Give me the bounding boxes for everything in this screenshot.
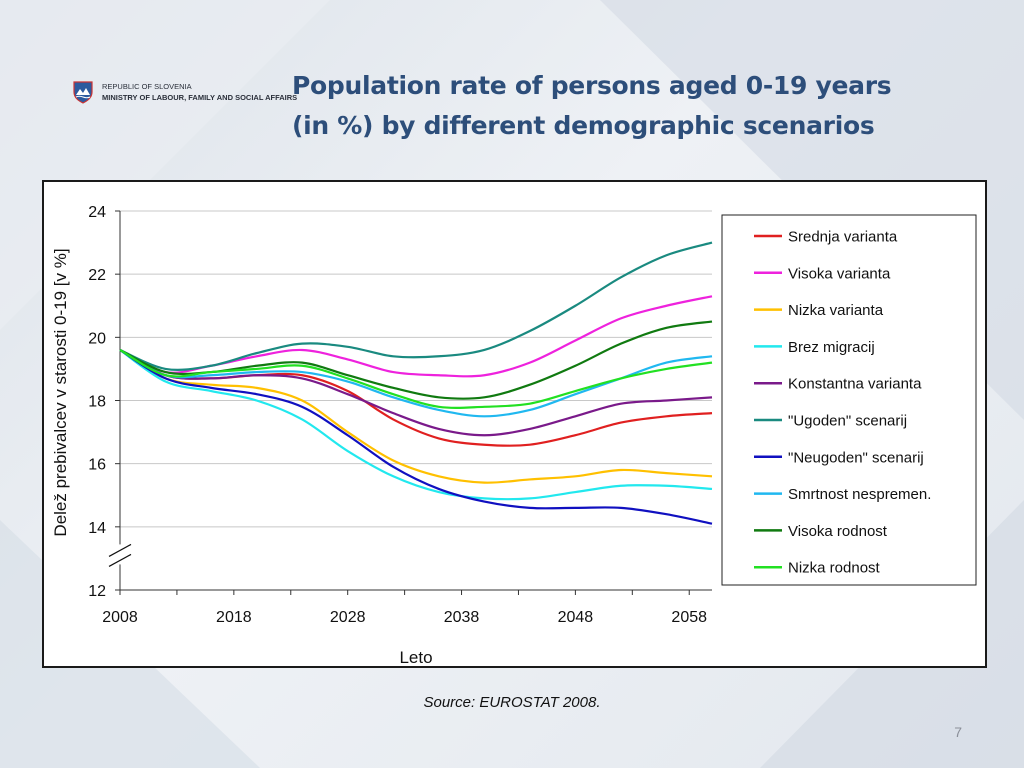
- title-line-2: (in %) by different demographic scenario…: [292, 111, 875, 140]
- y-tick-label: 14: [88, 520, 106, 537]
- x-tick-label: 2058: [671, 609, 707, 626]
- logo-line-1: REPUBLIC OF SLOVENIA: [102, 82, 192, 91]
- y-tick-label: 22: [88, 267, 106, 284]
- series-line-7: [119, 349, 713, 525]
- x-axis-label: Leto: [399, 648, 432, 666]
- y-tick-label: 24: [88, 204, 106, 221]
- series-line-8: [119, 349, 713, 418]
- series-line-10: [119, 349, 713, 409]
- axis-break-mark: [108, 543, 132, 557]
- x-tick-label: 2038: [444, 609, 480, 626]
- series-line-5: [119, 349, 713, 437]
- y-tick-label: 20: [88, 330, 106, 347]
- chart-frame: 12 14 16 18 20 22 24 2008 2018 2028 2038 2048 2058 Le…: [42, 180, 987, 668]
- x-tick-label: 2008: [102, 609, 138, 626]
- series-line-4: [119, 349, 713, 501]
- x-tick-label: 2018: [216, 609, 252, 626]
- legend-entry: Nizka rodnost: [788, 560, 881, 577]
- legend-entry: Visoka varianta: [788, 265, 891, 282]
- series-line-1: [119, 349, 713, 447]
- legend-entry: Brez migracij: [788, 339, 875, 356]
- series-line-2: [119, 295, 713, 378]
- legend-entry: Nizka varianta: [788, 302, 884, 319]
- logo-line-2: MINISTRY OF LABOUR, FAMILY AND SOCIAL AF…: [102, 93, 298, 102]
- source-note: Source: EUROSTAT 2008.: [423, 694, 601, 711]
- x-tick-label: 2028: [330, 609, 366, 626]
- series-line-6: [119, 241, 713, 372]
- y-tick-label: 12: [88, 583, 106, 600]
- axis-break-mask: [110, 544, 130, 565]
- page-number: 7: [954, 724, 962, 740]
- page-title: Population rate of persons aged 0-19 yea…: [292, 66, 932, 146]
- line-chart: 12 14 16 18 20 22 24 2008 2018 2028 2038 2048 2058 Le…: [51, 204, 977, 667]
- x-tick-label: 2048: [558, 609, 594, 626]
- legend-box: [721, 214, 977, 586]
- legend-entry: Srednja varianta: [788, 229, 898, 246]
- legend-entry: Konstantna varianta: [788, 376, 922, 393]
- y-tick-label: 18: [88, 394, 106, 411]
- legend-entry: Visoka rodnost: [788, 523, 888, 540]
- title-line-1: Population rate of persons aged 0-19 yea…: [292, 71, 892, 100]
- y-axis-label: Delež prebivalcev v starosti 0-19 [v %]: [51, 248, 70, 536]
- axis-break-mark: [108, 553, 132, 567]
- series-line-3: [119, 349, 713, 484]
- legend-entry: "Ugoden" scenarij: [788, 413, 907, 430]
- legend-entry: "Neugoden" scenarij: [788, 449, 924, 466]
- y-tick-label: 16: [88, 457, 106, 474]
- ministry-logo: REPUBLIC OF SLOVENIA MINISTRY OF LABOUR,…: [72, 80, 297, 104]
- legend-entry: Smrtnost nespremen.: [788, 486, 931, 503]
- coat-of-arms-icon: [73, 81, 93, 104]
